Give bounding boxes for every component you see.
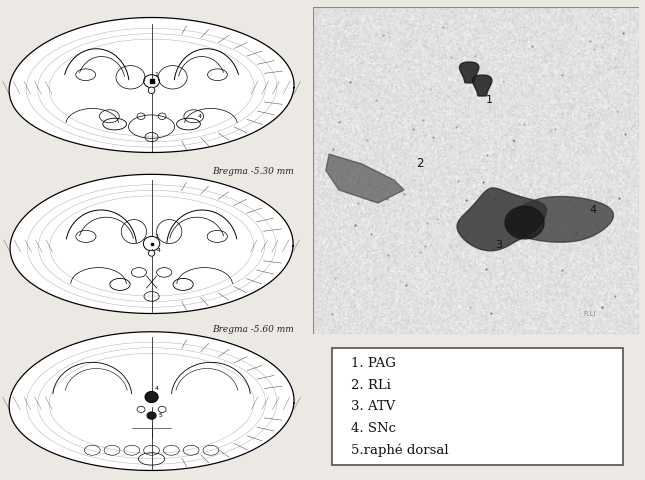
Text: 3: 3 (495, 240, 502, 251)
Polygon shape (9, 17, 294, 153)
Polygon shape (508, 196, 613, 242)
Polygon shape (473, 75, 492, 96)
Text: R.Li: R.Li (583, 311, 596, 317)
Text: 1: 1 (154, 72, 158, 77)
Text: 1: 1 (486, 96, 493, 105)
Text: 4: 4 (198, 114, 202, 119)
Ellipse shape (145, 391, 158, 403)
Text: 4. SNc: 4. SNc (351, 422, 396, 435)
Polygon shape (457, 188, 546, 251)
Text: 1. PAG: 1. PAG (351, 357, 396, 370)
Text: 3. ATV: 3. ATV (351, 400, 395, 413)
Polygon shape (505, 206, 544, 239)
Polygon shape (326, 154, 404, 203)
Text: 5: 5 (158, 413, 162, 418)
Text: 5.raphé dorsal: 5.raphé dorsal (351, 444, 448, 457)
Circle shape (148, 250, 155, 256)
Text: Bregma -5.30 mm: Bregma -5.30 mm (212, 167, 293, 176)
Polygon shape (10, 174, 293, 313)
Text: 4: 4 (154, 386, 158, 391)
Text: Bregma -5.60 mm: Bregma -5.60 mm (212, 325, 293, 335)
Text: 4: 4 (590, 204, 597, 215)
Text: 4: 4 (157, 248, 161, 253)
Text: 2: 2 (417, 157, 424, 170)
Polygon shape (459, 62, 479, 83)
Text: 1: 1 (154, 234, 158, 239)
FancyBboxPatch shape (332, 348, 622, 465)
Polygon shape (9, 332, 294, 470)
Ellipse shape (147, 412, 156, 420)
Text: 2. RLi: 2. RLi (351, 379, 391, 392)
Circle shape (148, 87, 155, 94)
